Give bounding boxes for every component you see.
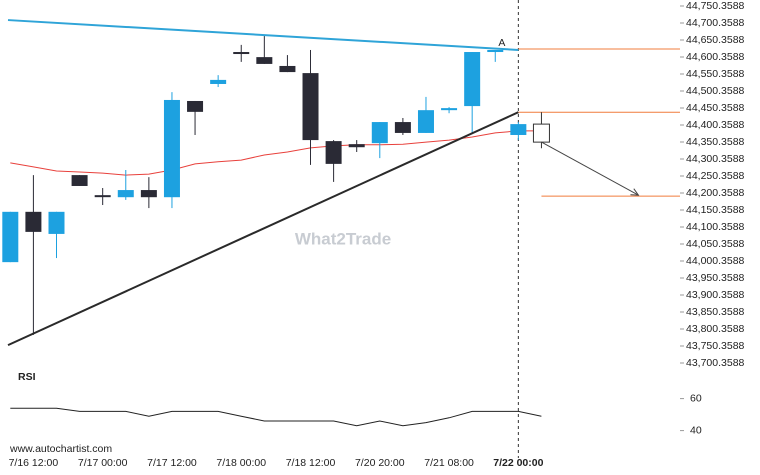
y-tick-label: 44,150.3588 [686,204,745,216]
candle-body [71,175,88,186]
rsi-title: RSI [18,371,36,383]
candle-body [487,49,504,53]
rsi-tick-label: 40 [690,424,702,436]
trendline [7,19,519,51]
y-tick-label: 44,200.3588 [686,187,745,199]
y-tick-label: 43,950.3588 [686,272,745,284]
y-tick-label: 44,300.3588 [686,153,745,165]
candle-body [532,123,550,143]
forecast-arrow [541,141,639,196]
arrow-head [630,188,640,196]
y-tick-label: 43,850.3588 [686,306,745,318]
x-tick-label: 7/18 00:00 [216,457,266,469]
y-tick-label: 44,250.3588 [686,170,745,182]
y-tick-label: 44,100.3588 [686,221,745,233]
candle-body [48,211,65,234]
x-tick-label: 7/20 20:00 [355,457,405,469]
candle-body [394,122,411,133]
y-tick-label: 44,000.3588 [686,255,745,267]
x-tick-label: 7/21 08:00 [424,457,474,469]
candle-body [233,52,250,55]
y-tick-label: 44,600.3588 [686,51,745,63]
x-tick-label: 7/18 12:00 [286,457,336,469]
candle-body [25,211,42,232]
y-tick-label: 43,800.3588 [686,323,745,335]
moving-average [10,130,542,176]
candle-body [140,190,157,198]
candle-body [417,110,434,133]
candle-body [279,65,296,73]
candle-body [441,108,458,111]
candle-body [210,79,227,84]
candle-body [325,141,342,164]
y-tick-label: 44,350.3588 [686,136,745,148]
y-tick-label: 43,900.3588 [686,289,745,301]
x-tick-label: 7/16 12:00 [9,457,59,469]
candle-body [163,99,180,198]
candle-body [371,122,388,144]
y-tick-label: 44,050.3588 [686,238,745,250]
y-tick-label: 44,750.3588 [686,0,745,12]
candle-body [117,190,134,198]
candle-body [2,211,19,263]
x-tick-label: 7/17 12:00 [147,457,197,469]
x-tick-label: 7/22 00:00 [493,457,543,469]
watermark: What2Trade [295,229,391,248]
y-tick-label: 44,550.3588 [686,68,745,80]
x-tick-label: 7/17 00:00 [78,457,128,469]
y-tick-label: 44,650.3588 [686,34,745,46]
source: www.autochartist.com [9,443,112,455]
trendline [7,111,519,347]
pattern-label: A [498,37,505,49]
candle-body [464,52,481,107]
y-tick-label: 43,700.3588 [686,357,745,369]
candle-body [256,57,273,64]
rsi-line [10,407,542,427]
y-tick-label: 44,500.3588 [686,85,745,97]
candle-body [302,73,319,141]
y-tick-label: 43,750.3588 [686,340,745,352]
candle-body [187,100,204,112]
y-tick-label: 44,450.3588 [686,102,745,114]
candle-body [510,124,527,135]
y-tick-label: 44,700.3588 [686,17,745,29]
candle-body [94,195,111,198]
rsi-tick-label: 60 [690,392,702,404]
candle-body [348,144,365,148]
y-tick-label: 44,400.3588 [686,119,745,131]
